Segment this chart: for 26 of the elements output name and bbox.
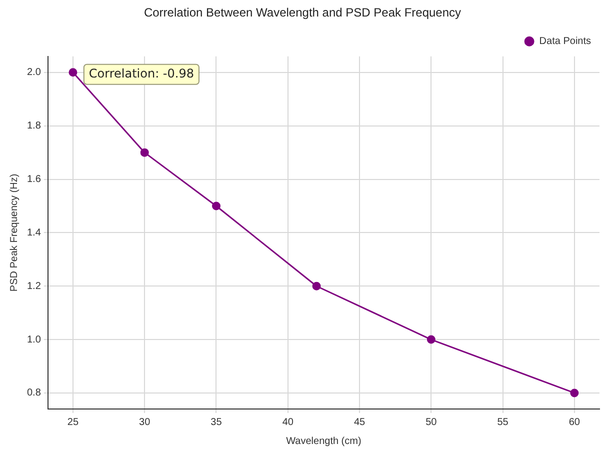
x-tick-label: 35	[210, 416, 222, 428]
y-tick-label: 1.8	[26, 120, 42, 132]
x-tick-label: 25	[67, 416, 79, 428]
y-tick-label: 1.0	[26, 334, 42, 346]
x-tick-label: 60	[568, 416, 580, 428]
x-tick-label: 55	[497, 416, 509, 428]
point	[312, 282, 321, 290]
y-tick-label: 1.2	[26, 280, 42, 292]
point	[68, 68, 78, 77]
x-tick-label: 50	[426, 416, 438, 428]
legend-label: Data Points	[539, 36, 592, 48]
x-tick-label: 30	[139, 416, 151, 428]
x-tick-label: 40	[282, 416, 294, 428]
y-tick-label: 2.0	[26, 67, 42, 78]
chart-title: Correlation Between Wavelength and PSD Peak Frequency	[144, 6, 462, 20]
x-axis-title: Wavelength (cm)	[286, 436, 362, 447]
y-axis-title: PSD Peak Frequency (Hz)	[8, 174, 20, 292]
y-tick-label: 1.6	[26, 174, 42, 186]
point	[212, 202, 220, 210]
point	[140, 148, 149, 157]
annotation: Correlation: -0.98	[88, 66, 194, 81]
point	[570, 388, 579, 398]
x-tick-label: 45	[354, 416, 366, 428]
y-tick-label: 0.8	[26, 388, 42, 399]
point	[426, 335, 436, 344]
y-tick-label: 1.4	[26, 227, 42, 238]
